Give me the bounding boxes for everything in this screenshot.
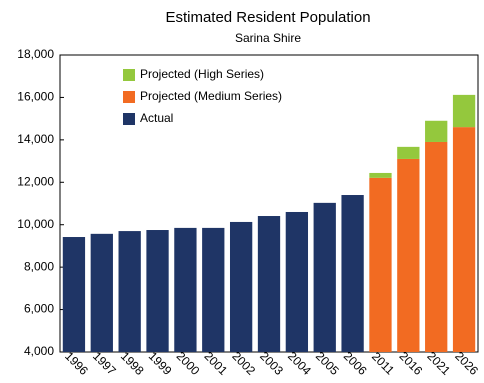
bar <box>285 211 309 352</box>
x-tick-label: 2003 <box>257 349 286 378</box>
bar <box>341 195 364 352</box>
x-tick-label: 1999 <box>146 349 175 378</box>
y-tick-label: 16,000 <box>17 90 54 104</box>
y-tick-label: 6,000 <box>24 302 54 316</box>
bar <box>118 231 141 352</box>
x-tick-label: 2005 <box>313 349 342 378</box>
x-tick-label: 2001 <box>201 349 230 378</box>
legend-label: Actual <box>140 111 173 125</box>
bar <box>397 158 420 352</box>
bar <box>425 141 448 352</box>
bar <box>174 227 197 352</box>
bar <box>452 127 476 352</box>
x-tick-label: 1998 <box>118 349 147 378</box>
bar <box>452 94 476 128</box>
x-tick-label: 2016 <box>397 349 426 378</box>
y-tick-label: 12,000 <box>17 174 54 188</box>
y-tick-label: 8,000 <box>24 259 54 273</box>
bar <box>397 146 420 159</box>
bar <box>425 120 448 142</box>
y-tick-label: 10,000 <box>17 217 54 231</box>
bar <box>62 237 86 352</box>
legend-swatch <box>123 91 135 103</box>
y-tick-label: 4,000 <box>24 344 54 358</box>
x-tick-label: 2026 <box>452 349 481 378</box>
bar <box>313 202 336 352</box>
x-tick-label: 2002 <box>229 349 258 378</box>
chart-subtitle: Sarina Shire <box>235 31 301 45</box>
x-tick-label: 1997 <box>90 349 119 378</box>
bar <box>202 227 225 352</box>
bar <box>146 230 169 352</box>
chart-title: Estimated Resident Population <box>165 9 370 26</box>
legend-label: Projected (High Series) <box>140 67 264 81</box>
y-tick-label: 18,000 <box>17 47 54 61</box>
x-tick-label: 1996 <box>62 349 91 378</box>
x-tick-label: 2004 <box>285 349 314 378</box>
x-tick-label: 2011 <box>369 349 397 377</box>
x-tick-label: 2021 <box>424 349 453 378</box>
x-tick-label: 2000 <box>174 349 203 378</box>
legend-swatch <box>123 113 135 125</box>
bar <box>229 221 253 352</box>
legend-swatch <box>123 69 135 81</box>
bar <box>369 177 392 352</box>
y-tick-label: 14,000 <box>17 132 54 146</box>
bar <box>369 172 392 178</box>
legend-label: Projected (Medium Series) <box>140 89 282 103</box>
x-tick-label: 2006 <box>341 349 370 378</box>
bar <box>257 216 281 352</box>
bar <box>90 233 113 352</box>
